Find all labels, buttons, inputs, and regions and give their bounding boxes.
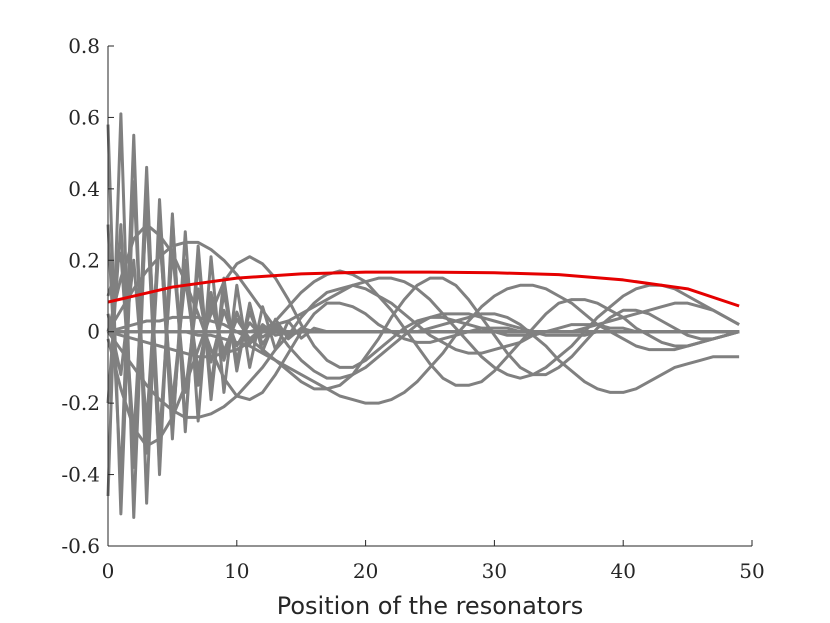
y-tick-label: 0.2 xyxy=(68,248,100,272)
x-tick-label: 40 xyxy=(610,559,635,583)
mode-line xyxy=(107,269,740,387)
y-tick-label: -0.6 xyxy=(61,534,100,558)
y-tick-label: -0.2 xyxy=(61,391,100,415)
highlighted-mode-line xyxy=(107,270,740,308)
y-axis-ticks: -0.6 -0.4 -0.2 0 0.2 0.4 0.6 0.8 xyxy=(61,34,114,558)
y-tick-label: 0.8 xyxy=(68,34,100,58)
x-tick-label: 50 xyxy=(739,559,764,583)
y-tick-label: 0.4 xyxy=(68,177,100,201)
mode-line xyxy=(107,276,740,391)
y-tick-label: 0.6 xyxy=(68,105,100,129)
x-axis-ticks: 0 10 20 30 40 50 xyxy=(102,540,765,583)
x-axis-title: Position of the resonators xyxy=(277,592,584,620)
y-tick-label: 0 xyxy=(87,320,100,344)
x-tick-label: 20 xyxy=(353,559,378,583)
y-tick-label: -0.4 xyxy=(61,463,100,487)
mode-line xyxy=(108,283,740,405)
mode-line xyxy=(108,301,740,334)
x-tick-label: 10 xyxy=(224,559,249,583)
x-tick-label: 30 xyxy=(482,559,507,583)
x-tick-label: 0 xyxy=(102,559,115,583)
mode-lines-group xyxy=(106,112,740,519)
highlighted-mode-group xyxy=(107,270,740,308)
